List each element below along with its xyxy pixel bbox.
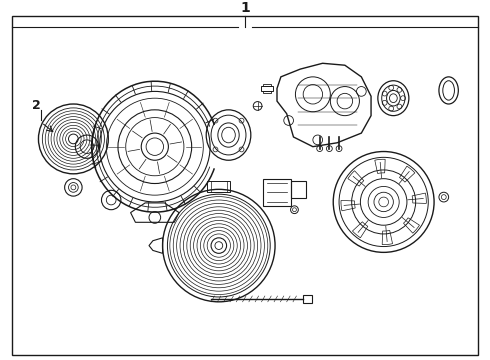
Bar — [291, 181, 306, 198]
Bar — [262, 86, 273, 91]
Bar — [264, 91, 271, 93]
Bar — [303, 295, 312, 303]
Bar — [264, 179, 291, 206]
Bar — [207, 181, 230, 192]
Bar — [264, 84, 271, 86]
Text: 1: 1 — [240, 1, 250, 15]
Text: 2: 2 — [32, 99, 41, 112]
